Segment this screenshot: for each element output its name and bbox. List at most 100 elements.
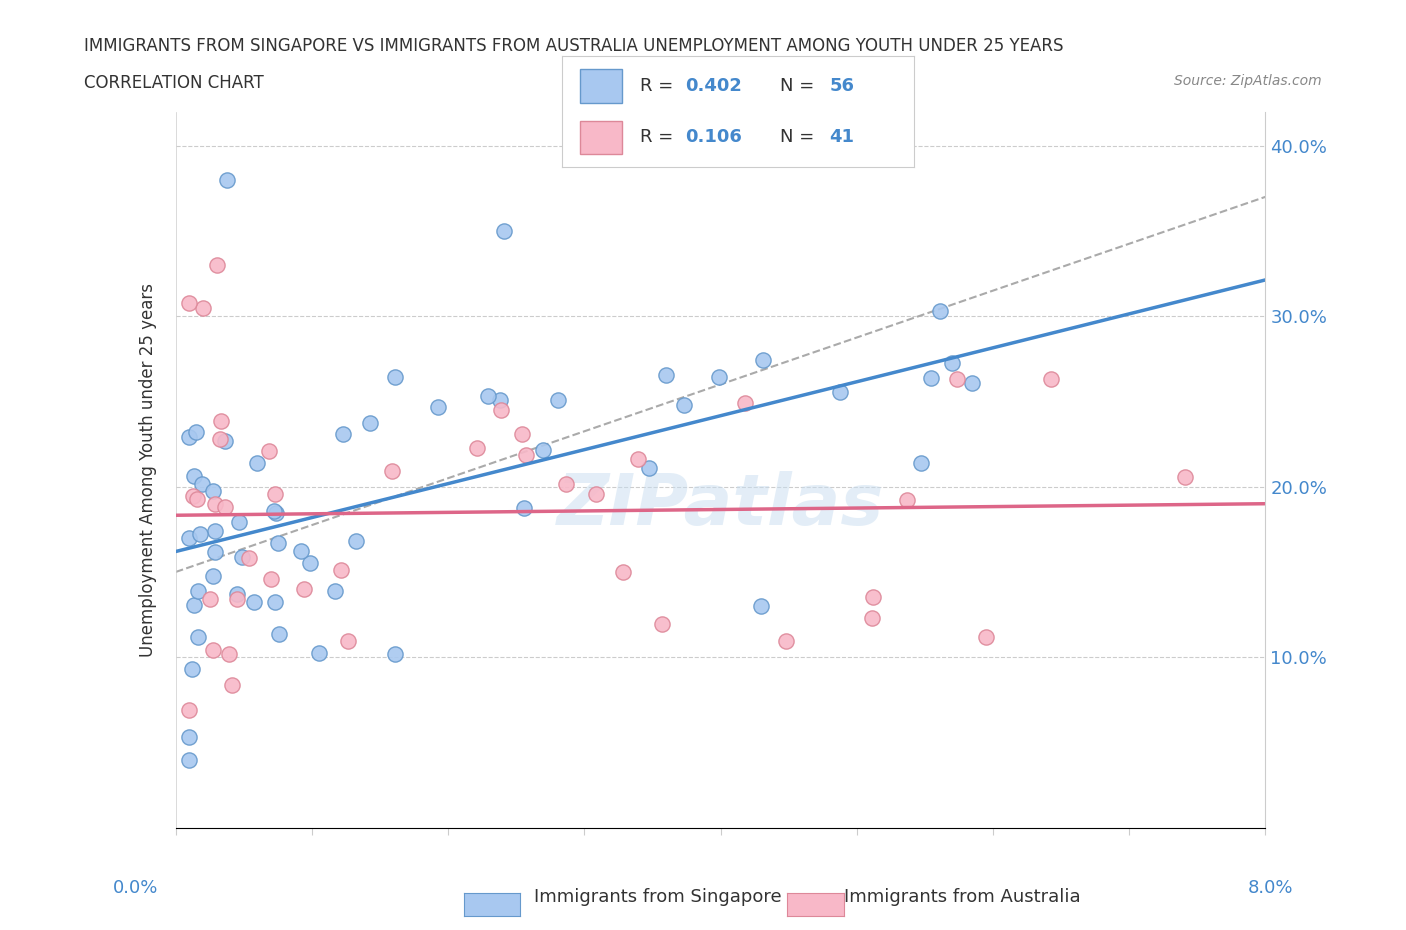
Point: [920, 371, 942, 386]
Point: [492, 223, 515, 238]
Point: [862, 590, 884, 604]
Point: [209, 432, 232, 446]
Point: [292, 581, 315, 596]
Point: [259, 444, 281, 458]
Point: [183, 469, 205, 484]
Point: [734, 396, 756, 411]
Text: 41: 41: [830, 128, 855, 146]
Point: [489, 403, 512, 418]
Text: N =: N =: [780, 77, 820, 95]
Point: [384, 370, 406, 385]
Point: [215, 172, 238, 187]
Point: [179, 752, 201, 767]
Point: [330, 562, 353, 577]
Point: [214, 499, 236, 514]
Point: [655, 367, 678, 382]
Point: [325, 583, 347, 598]
Bar: [581, 69, 621, 102]
Point: [221, 678, 243, 693]
Point: [612, 565, 634, 579]
Point: [188, 526, 211, 541]
Point: [202, 568, 225, 583]
Point: [298, 555, 321, 570]
Point: [204, 524, 226, 538]
Text: 56: 56: [830, 77, 855, 95]
Point: [184, 425, 207, 440]
Point: [183, 598, 205, 613]
Point: [214, 433, 236, 448]
Point: [828, 385, 851, 400]
Point: [264, 486, 287, 501]
Point: [673, 397, 696, 412]
Point: [226, 586, 249, 601]
Point: [228, 514, 250, 529]
Point: [752, 352, 775, 367]
Point: [928, 303, 950, 318]
Point: [204, 497, 226, 512]
Point: [1174, 470, 1197, 485]
Text: 0.0%: 0.0%: [112, 879, 157, 897]
Point: [426, 400, 449, 415]
Point: [202, 484, 225, 498]
Point: [651, 617, 673, 631]
Point: [638, 460, 661, 475]
Point: [238, 551, 260, 565]
Text: Immigrants from Australia: Immigrants from Australia: [844, 888, 1080, 906]
Text: R =: R =: [640, 77, 679, 95]
Bar: [581, 121, 621, 154]
Text: 0.106: 0.106: [686, 128, 742, 146]
Point: [226, 591, 249, 606]
Point: [218, 646, 240, 661]
Text: R =: R =: [640, 128, 685, 146]
Point: [179, 730, 201, 745]
Text: N =: N =: [780, 128, 820, 146]
Point: [332, 427, 354, 442]
Point: [359, 416, 381, 431]
Point: [179, 296, 201, 311]
Point: [198, 591, 221, 606]
Point: [179, 429, 201, 444]
Point: [264, 595, 287, 610]
Point: [896, 492, 918, 507]
Point: [344, 534, 367, 549]
Point: [264, 506, 287, 521]
Point: [308, 645, 330, 660]
Point: [974, 630, 997, 644]
Point: [246, 456, 269, 471]
Point: [1040, 371, 1063, 386]
Point: [190, 477, 212, 492]
Point: [186, 491, 208, 506]
Text: 0.402: 0.402: [686, 77, 742, 95]
Text: ZIPatlas: ZIPatlas: [557, 471, 884, 540]
Point: [205, 258, 228, 272]
Point: [266, 536, 288, 551]
Point: [187, 584, 209, 599]
Point: [187, 630, 209, 644]
Point: [512, 427, 534, 442]
Point: [707, 369, 730, 384]
Point: [626, 452, 648, 467]
Point: [910, 456, 932, 471]
Point: [488, 393, 510, 408]
Point: [945, 372, 967, 387]
Point: [290, 544, 312, 559]
Text: 8.0%: 8.0%: [1249, 879, 1294, 897]
Point: [231, 550, 253, 565]
Point: [585, 486, 607, 501]
Point: [181, 488, 204, 503]
Point: [267, 627, 290, 642]
Text: IMMIGRANTS FROM SINGAPORE VS IMMIGRANTS FROM AUSTRALIA UNEMPLOYMENT AMONG YOUTH : IMMIGRANTS FROM SINGAPORE VS IMMIGRANTS …: [84, 37, 1064, 55]
Point: [384, 646, 406, 661]
Point: [381, 464, 404, 479]
Point: [465, 441, 488, 456]
Point: [513, 500, 536, 515]
Point: [181, 661, 204, 676]
Point: [179, 702, 201, 717]
Point: [547, 392, 569, 407]
Point: [179, 531, 201, 546]
Point: [554, 477, 576, 492]
Point: [962, 375, 984, 390]
Text: Source: ZipAtlas.com: Source: ZipAtlas.com: [1174, 74, 1322, 88]
Point: [751, 599, 773, 614]
Point: [263, 503, 285, 518]
